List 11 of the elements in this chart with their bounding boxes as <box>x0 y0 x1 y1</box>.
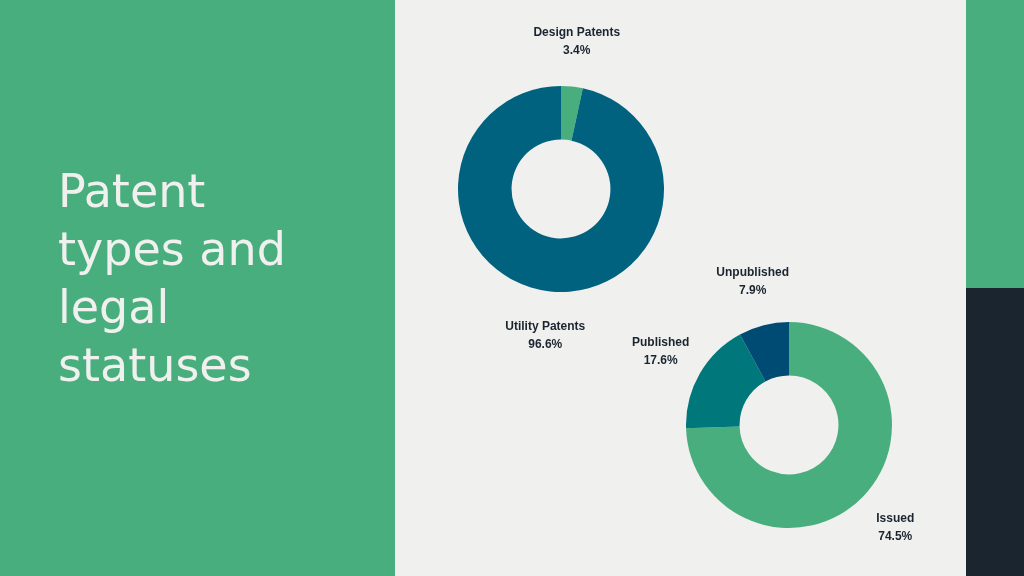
data-label: 74.5% <box>878 529 913 544</box>
slice-label: Unpublished <box>716 264 789 279</box>
slice-label: Design Patents <box>533 25 621 40</box>
slice-label: Issued <box>876 511 915 526</box>
data-label: 7.9% <box>738 282 767 297</box>
data-label: 17.6% <box>643 352 679 367</box>
slice-label: Utility Patents <box>505 319 586 334</box>
data-label: 3.4% <box>563 43 591 58</box>
slice-label: Published <box>632 334 690 349</box>
text: Patent types and legal statuses <box>58 163 287 394</box>
data-label: 96.6% <box>528 337 563 352</box>
